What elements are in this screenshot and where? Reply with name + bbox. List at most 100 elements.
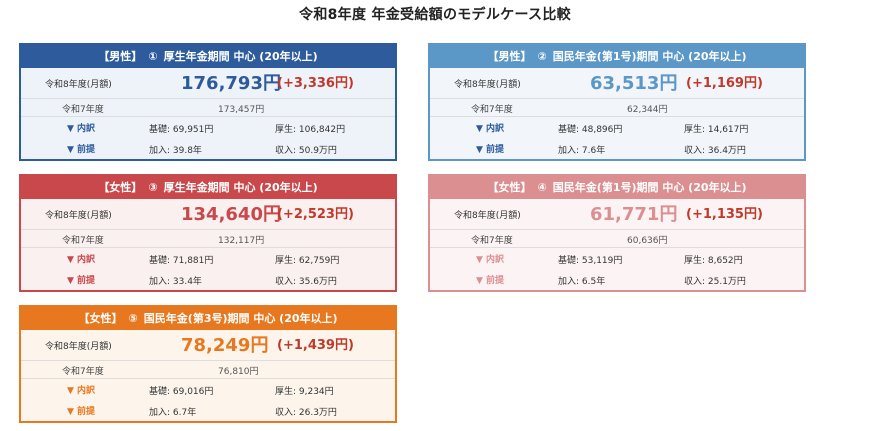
case-number: ④ [537, 181, 547, 194]
employee-pension: 厚生: 8,652円 [684, 256, 743, 266]
previous-year-label: 令和7年度 [62, 236, 104, 246]
pension-card-5: 【女性】 ⑤ 国民年金(第3号)期間 中心 (20年以上) 令和8年度(月額) 78… [19, 305, 397, 423]
previous-year-label: 令和7年度 [471, 236, 513, 246]
amount-change: (+1,439円) [277, 338, 354, 353]
amount-change: (+1,135円) [686, 207, 763, 222]
breakdown-row: ▼ 内訳 基礎: 69,951円 厚生: 106,842円 [21, 117, 395, 138]
current-year-label: 令和8年度(月額) [45, 80, 112, 90]
gender-label: 【男性】 [487, 50, 532, 63]
pension-card-3: 【女性】 ③ 厚生年金期間 中心 (20年以上) 令和8年度(月額) 134,640… [19, 174, 397, 292]
breakdown-row: ▼ 内訳 基礎: 53,119円 厚生: 8,652円 [430, 248, 804, 269]
premise-row: ▼ 前提 加入: 33.4年 収入: 35.6万円 [21, 269, 395, 290]
previous-amount: 60,636円 [627, 236, 668, 246]
premise-toggle[interactable]: ▼ 前提 [67, 407, 96, 417]
basic-pension: 基礎: 69,016円 [149, 387, 214, 397]
breakdown-toggle[interactable]: ▼ 内訳 [67, 255, 96, 265]
case-number: ② [537, 50, 547, 63]
breakdown-row: ▼ 内訳 基礎: 71,881円 厚生: 62,759円 [21, 248, 395, 269]
card-header: 【男性】 ② 国民年金(第1号)期間 中心 (20年以上) [430, 45, 804, 68]
monthly-amount: 134,640円 [181, 204, 281, 225]
previous-amount: 132,117円 [218, 236, 265, 246]
previous-amount: 76,810円 [218, 367, 259, 377]
pension-card-4: 【女性】 ④ 国民年金(第1号)期間 中心 (20年以上) 令和8年度(月額) 61… [428, 174, 806, 292]
pension-card-1: 【男性】 ① 厚生年金期間 中心 (20年以上) 令和8年度(月額) 176,793… [19, 43, 397, 161]
monthly-amount: 78,249円 [181, 335, 269, 356]
case-title: 国民年金(第3号)期間 中心 (20年以上) [143, 312, 338, 325]
amount-change: (+2,523円) [277, 207, 354, 222]
case-title: 国民年金(第1号)期間 中心 (20年以上) [552, 50, 747, 63]
previous-row: 令和7年度 132,117円 [21, 230, 395, 248]
card-header: 【女性】 ③ 厚生年金期間 中心 (20年以上) [21, 176, 395, 199]
income: 収入: 36.4万円 [684, 146, 746, 156]
breakdown-toggle[interactable]: ▼ 内訳 [67, 124, 96, 134]
previous-row: 令和7年度 173,457円 [21, 99, 395, 117]
gender-label: 【女性】 [487, 181, 532, 194]
breakdown-row: ▼ 内訳 基礎: 69,016円 厚生: 9,234円 [21, 379, 395, 400]
previous-row: 令和7年度 76,810円 [21, 361, 395, 379]
breakdown-row: ▼ 内訳 基礎: 48,896円 厚生: 14,617円 [430, 117, 804, 138]
employee-pension: 厚生: 62,759円 [275, 256, 340, 266]
case-number: ① [148, 50, 158, 63]
gender-label: 【女性】 [78, 312, 123, 325]
premise-toggle[interactable]: ▼ 前提 [67, 145, 96, 155]
card-header: 【女性】 ⑤ 国民年金(第3号)期間 中心 (20年以上) [21, 307, 395, 330]
income: 収入: 35.6万円 [275, 277, 337, 287]
basic-pension: 基礎: 69,951円 [149, 125, 214, 135]
current-year-label: 令和8年度(月額) [454, 80, 521, 90]
previous-year-label: 令和7年度 [62, 367, 104, 377]
enrollment-years: 加入: 33.4年 [149, 277, 202, 287]
enrollment-years: 加入: 7.6年 [558, 146, 606, 156]
premise-row: ▼ 前提 加入: 6.5年 収入: 25.1万円 [430, 269, 804, 290]
current-row: 令和8年度(月額) 61,771円 (+1,135円) [430, 199, 804, 230]
monthly-amount: 61,771円 [590, 204, 678, 225]
page-title: 令和8年度 年金受給額のモデルケース比較 [299, 7, 571, 23]
employee-pension: 厚生: 9,234円 [275, 387, 334, 397]
previous-amount: 173,457円 [218, 105, 265, 115]
premise-toggle[interactable]: ▼ 前提 [476, 145, 505, 155]
employee-pension: 厚生: 14,617円 [684, 125, 749, 135]
current-year-label: 令和8年度(月額) [454, 211, 521, 221]
basic-pension: 基礎: 71,881円 [149, 256, 214, 266]
monthly-amount: 176,793円 [181, 73, 281, 94]
current-row: 令和8年度(月額) 176,793円 (+3,336円) [21, 68, 395, 99]
previous-year-label: 令和7年度 [62, 105, 104, 115]
monthly-amount: 63,513円 [590, 73, 678, 94]
pension-card-2: 【男性】 ② 国民年金(第1号)期間 中心 (20年以上) 令和8年度(月額) 63… [428, 43, 806, 161]
breakdown-toggle[interactable]: ▼ 内訳 [476, 124, 505, 134]
card-header: 【男性】 ① 厚生年金期間 中心 (20年以上) [21, 45, 395, 68]
previous-amount: 62,344円 [627, 105, 668, 115]
gender-label: 【男性】 [98, 50, 143, 63]
basic-pension: 基礎: 48,896円 [558, 125, 623, 135]
case-title: 厚生年金期間 中心 (20年以上) [163, 181, 318, 194]
gender-label: 【女性】 [98, 181, 143, 194]
case-title: 厚生年金期間 中心 (20年以上) [163, 50, 318, 63]
case-number: ③ [148, 181, 158, 194]
breakdown-toggle[interactable]: ▼ 内訳 [67, 386, 96, 396]
employee-pension: 厚生: 106,842円 [275, 125, 346, 135]
previous-row: 令和7年度 62,344円 [430, 99, 804, 117]
card-header: 【女性】 ④ 国民年金(第1号)期間 中心 (20年以上) [430, 176, 804, 199]
amount-change: (+3,336円) [277, 76, 354, 91]
current-row: 令和8年度(月額) 78,249円 (+1,439円) [21, 330, 395, 361]
premise-row: ▼ 前提 加入: 39.8年 収入: 50.9万円 [21, 138, 395, 159]
premise-row: ▼ 前提 加入: 6.7年 収入: 26.3万円 [21, 400, 395, 421]
income: 収入: 50.9万円 [275, 146, 337, 156]
previous-year-label: 令和7年度 [471, 105, 513, 115]
enrollment-years: 加入: 6.7年 [149, 408, 197, 418]
premise-row: ▼ 前提 加入: 7.6年 収入: 36.4万円 [430, 138, 804, 159]
basic-pension: 基礎: 53,119円 [558, 256, 623, 266]
case-number: ⑤ [128, 312, 138, 325]
income: 収入: 26.3万円 [275, 408, 337, 418]
enrollment-years: 加入: 39.8年 [149, 146, 202, 156]
previous-row: 令和7年度 60,636円 [430, 230, 804, 248]
breakdown-toggle[interactable]: ▼ 内訳 [476, 255, 505, 265]
amount-change: (+1,169円) [686, 76, 763, 91]
premise-toggle[interactable]: ▼ 前提 [476, 276, 505, 286]
current-year-label: 令和8年度(月額) [45, 211, 112, 221]
income: 収入: 25.1万円 [684, 277, 746, 287]
current-row: 令和8年度(月額) 63,513円 (+1,169円) [430, 68, 804, 99]
case-title: 国民年金(第1号)期間 中心 (20年以上) [552, 181, 747, 194]
current-year-label: 令和8年度(月額) [45, 342, 112, 352]
premise-toggle[interactable]: ▼ 前提 [67, 276, 96, 286]
current-row: 令和8年度(月額) 134,640円 (+2,523円) [21, 199, 395, 230]
